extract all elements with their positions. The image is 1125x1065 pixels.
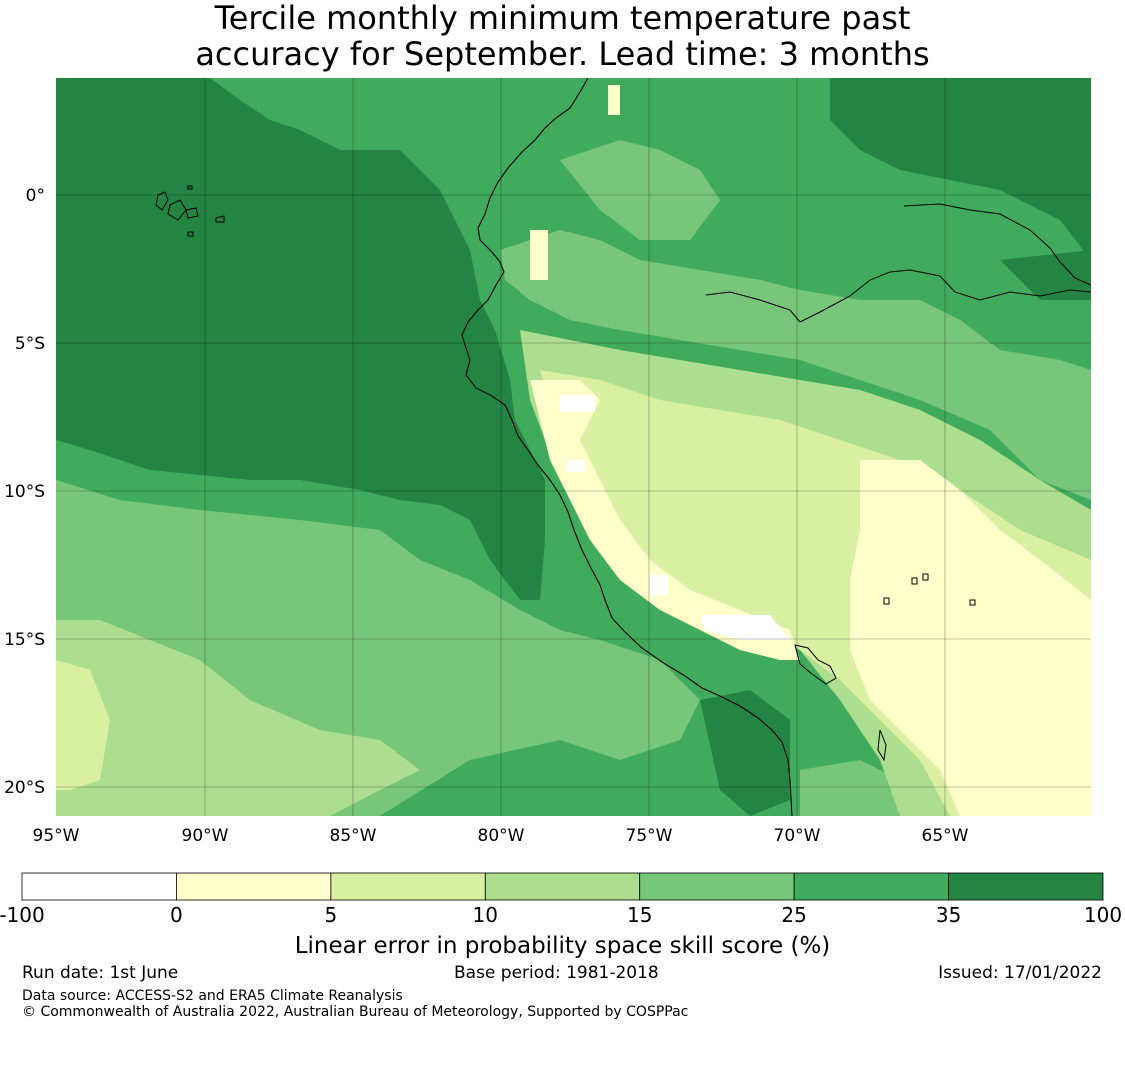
field-patch-15-25 bbox=[560, 140, 720, 240]
skill-score-field bbox=[56, 78, 1091, 816]
lake-titicaca bbox=[794, 644, 837, 685]
y-tick-label: 15°S bbox=[4, 630, 45, 650]
colorbar-swatch bbox=[176, 872, 332, 901]
x-tick-label: 70°W bbox=[774, 826, 821, 846]
title-line-1: Tercile monthly minimum temperature past bbox=[214, 0, 911, 37]
x-tick-label: 90°W bbox=[182, 826, 229, 846]
colorbar-swatch bbox=[484, 872, 641, 901]
field-southwest-10-15 bbox=[56, 620, 420, 816]
island-d bbox=[215, 215, 225, 223]
copyright: © Commonwealth of Australia 2022, Austra… bbox=[22, 1004, 689, 1020]
colorbar-swatch bbox=[639, 872, 795, 901]
island-b bbox=[167, 199, 187, 221]
field-patch-15-25-b bbox=[800, 760, 900, 816]
field-patch-5-10 bbox=[56, 660, 110, 790]
island-c bbox=[185, 207, 199, 219]
colorbar-tick-label: 25 bbox=[781, 903, 806, 927]
field-negative-patch-d bbox=[567, 460, 585, 472]
colorbar-swatch bbox=[793, 872, 949, 901]
x-tick-label: 95°W bbox=[33, 826, 80, 846]
data-source: Data source: ACCESS-S2 and ERA5 Climate … bbox=[22, 988, 403, 1004]
colorbar: -100 0 5 10 15 25 35 100 bbox=[0, 872, 1122, 927]
title-line-2: accuracy for September. Lead time: 3 mon… bbox=[195, 35, 930, 73]
colorbar-tick-label: 0 bbox=[170, 903, 183, 927]
chart-title: Tercile monthly minimum temperature past… bbox=[0, 0, 1125, 72]
colorbar-tick-label: 15 bbox=[627, 903, 652, 927]
x-tick-label: 75°W bbox=[626, 826, 673, 846]
colorbar-tick-label: 10 bbox=[473, 903, 498, 927]
galapagos-islands bbox=[155, 185, 225, 237]
pacific-coastline bbox=[461, 78, 793, 816]
amazon-river bbox=[705, 269, 1091, 323]
field-negative-patch-b bbox=[650, 575, 668, 595]
lake-small-b bbox=[922, 573, 929, 581]
x-axis-labels: 95°W 90°W 85°W 80°W 75°W 70°W 65°W bbox=[33, 826, 969, 846]
base-period: Base period: 1981-2018 bbox=[454, 963, 659, 983]
napo-river bbox=[903, 203, 1091, 286]
y-tick-label: 5°S bbox=[15, 334, 45, 354]
colorbar-title: Linear error in probability space skill … bbox=[294, 933, 831, 959]
y-tick-label: 10°S bbox=[4, 482, 45, 502]
y-axis-labels: 0° 5°S 10°S 15°S 20°S bbox=[4, 186, 45, 798]
field-negative-patch-a bbox=[560, 395, 595, 412]
y-tick-label: 0° bbox=[26, 186, 45, 206]
field-ocean-35-100 bbox=[56, 78, 545, 600]
colorbar-tick-label: 100 bbox=[1084, 903, 1122, 927]
field-patch-35-100-b bbox=[1000, 250, 1091, 300]
field-patch-35-100-c bbox=[700, 690, 790, 816]
issued-date: Issued: 17/01/2022 bbox=[938, 963, 1102, 983]
x-tick-label: 80°W bbox=[478, 826, 525, 846]
lake-poopo bbox=[877, 729, 887, 762]
field-andes-north-15-25 bbox=[500, 230, 1091, 500]
y-tick-label: 20°S bbox=[4, 778, 45, 798]
island-a bbox=[155, 191, 169, 211]
island-e bbox=[187, 231, 194, 237]
colorbar-swatch bbox=[21, 872, 177, 901]
x-tick-label: 65°W bbox=[922, 826, 969, 846]
field-patch-35-100 bbox=[56, 78, 160, 140]
field-southeast-0-5 bbox=[850, 460, 1091, 816]
graticule bbox=[56, 78, 1091, 816]
island-f bbox=[187, 185, 193, 190]
colorbar-tick-label: 35 bbox=[936, 903, 961, 927]
colorbar-swatch bbox=[948, 872, 1104, 901]
colorbar-tick-label: 5 bbox=[324, 903, 337, 927]
lake-small-c bbox=[883, 597, 890, 605]
run-date: Run date: 1st June bbox=[22, 963, 179, 983]
field-negative-patch-c bbox=[700, 615, 790, 640]
colorbar-swatch bbox=[330, 872, 486, 901]
x-tick-label: 85°W bbox=[330, 826, 377, 846]
lake-small-d bbox=[969, 599, 976, 606]
field-amazon-35-100 bbox=[830, 78, 1091, 260]
field-patch-0-5 bbox=[530, 230, 548, 280]
colorbar-tick-label: -100 bbox=[0, 903, 45, 927]
lake-small-a bbox=[911, 577, 918, 585]
field-patch-0-5-b bbox=[608, 85, 620, 115]
